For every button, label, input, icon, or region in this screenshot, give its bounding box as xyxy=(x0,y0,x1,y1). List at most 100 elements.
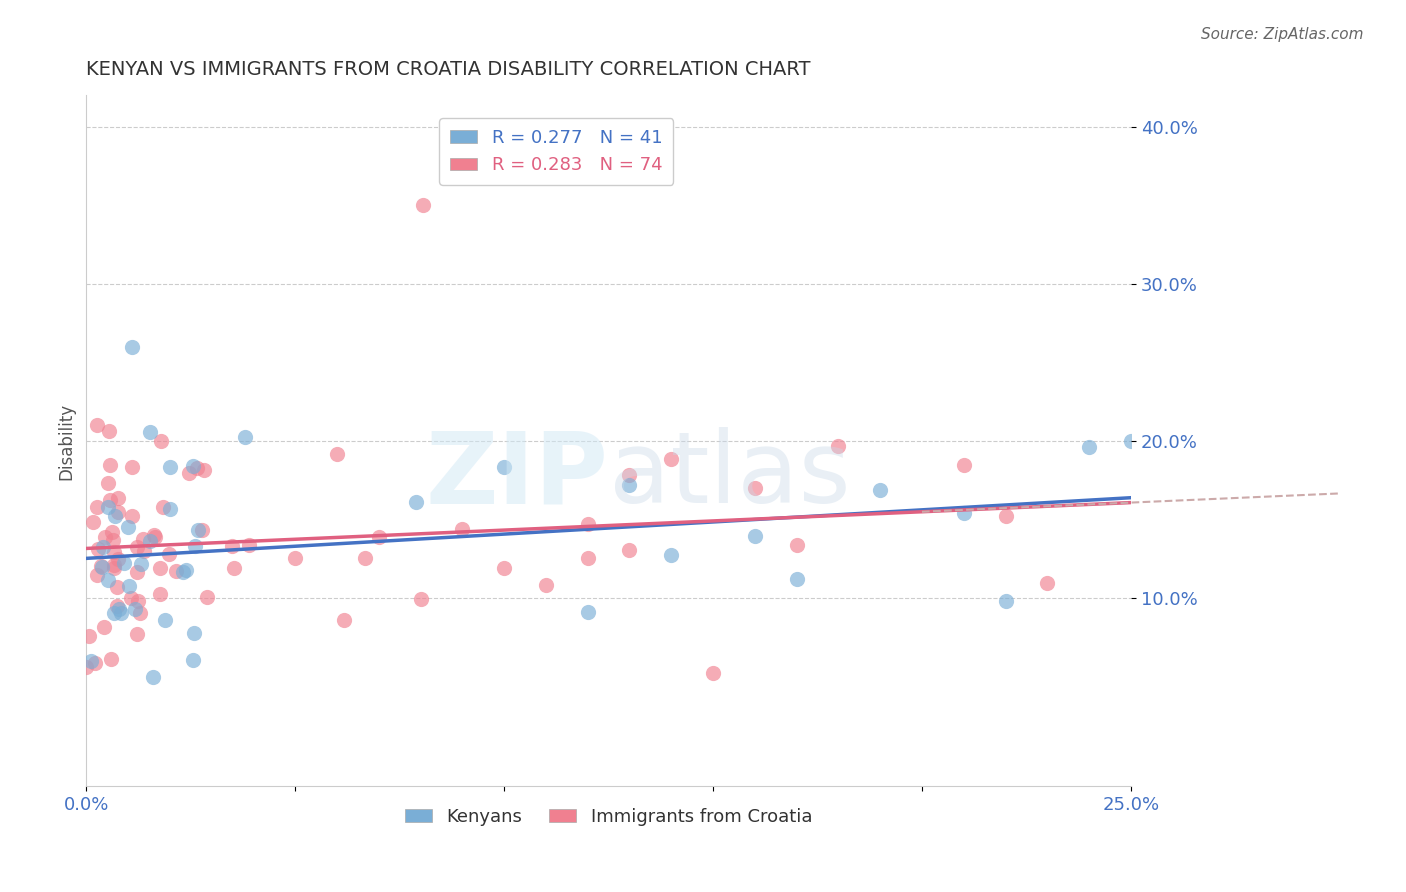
Point xyxy=(284,551,307,566)
Point xyxy=(84,657,107,671)
Point xyxy=(994,509,1017,524)
Point xyxy=(103,561,125,575)
Point xyxy=(107,551,129,566)
Point xyxy=(153,614,176,628)
Point xyxy=(1078,440,1101,454)
Point xyxy=(138,425,160,440)
Point xyxy=(80,654,103,668)
Point xyxy=(354,550,377,565)
Point xyxy=(112,557,135,571)
Point xyxy=(405,495,427,509)
Point xyxy=(97,475,120,490)
Point xyxy=(104,509,127,524)
Point xyxy=(576,605,599,619)
Point xyxy=(1036,576,1059,591)
Point xyxy=(87,542,110,557)
Point xyxy=(125,565,148,579)
Point xyxy=(97,573,120,587)
Point xyxy=(165,564,187,578)
Point xyxy=(409,591,432,606)
Point xyxy=(195,590,218,604)
Point xyxy=(121,508,143,523)
Point xyxy=(86,568,108,582)
Point xyxy=(142,669,165,683)
Point xyxy=(827,439,849,453)
Point xyxy=(138,534,160,549)
Point xyxy=(91,541,114,555)
Point xyxy=(105,580,128,594)
Point xyxy=(93,619,115,633)
Point xyxy=(127,593,149,607)
Point xyxy=(181,652,204,666)
Point xyxy=(121,340,143,354)
Point xyxy=(744,481,766,495)
Point xyxy=(659,548,682,562)
Point xyxy=(869,483,891,497)
Point xyxy=(619,467,641,482)
Point xyxy=(98,425,121,439)
Point xyxy=(107,505,129,519)
Point xyxy=(149,561,172,575)
Point xyxy=(98,458,121,472)
Point xyxy=(786,538,808,552)
Point xyxy=(193,463,215,477)
Point xyxy=(952,506,974,520)
Point xyxy=(91,559,114,574)
Point xyxy=(1119,434,1142,448)
Point xyxy=(179,467,201,481)
Text: atlas: atlas xyxy=(609,427,851,524)
Y-axis label: Disability: Disability xyxy=(58,402,75,480)
Point xyxy=(952,458,974,472)
Point xyxy=(494,460,516,475)
Point xyxy=(451,522,474,536)
Text: Source: ZipAtlas.com: Source: ZipAtlas.com xyxy=(1201,27,1364,42)
Point xyxy=(702,665,724,680)
Text: KENYAN VS IMMIGRANTS FROM CROATIA DISABILITY CORRELATION CHART: KENYAN VS IMMIGRANTS FROM CROATIA DISABI… xyxy=(86,60,811,78)
Point xyxy=(97,500,120,514)
Point xyxy=(494,560,516,574)
Point xyxy=(107,491,129,506)
Point xyxy=(132,544,155,558)
Point xyxy=(101,533,124,547)
Point xyxy=(129,557,152,571)
Point xyxy=(86,418,108,433)
Point xyxy=(786,573,808,587)
Text: ZIP: ZIP xyxy=(426,427,609,524)
Point xyxy=(121,460,143,475)
Point xyxy=(129,606,152,620)
Point xyxy=(149,434,172,448)
Point xyxy=(183,459,205,474)
Point xyxy=(118,579,141,593)
Point xyxy=(186,461,208,475)
Point xyxy=(105,599,128,613)
Point xyxy=(131,532,153,546)
Point xyxy=(77,630,100,644)
Point xyxy=(534,578,557,592)
Point xyxy=(412,198,434,212)
Point xyxy=(124,602,146,616)
Point xyxy=(576,551,599,566)
Point xyxy=(100,652,122,666)
Point xyxy=(103,558,125,572)
Point xyxy=(82,515,104,529)
Point xyxy=(191,523,214,537)
Point xyxy=(326,447,349,461)
Point xyxy=(367,530,389,544)
Point xyxy=(75,660,97,674)
Point xyxy=(90,558,112,573)
Point xyxy=(149,587,172,601)
Point xyxy=(143,527,166,541)
Point xyxy=(94,530,117,544)
Point xyxy=(125,541,148,555)
Point xyxy=(117,520,139,534)
Point xyxy=(86,500,108,514)
Point xyxy=(174,563,197,577)
Point xyxy=(238,538,260,552)
Point xyxy=(222,561,245,575)
Point xyxy=(659,452,682,467)
Point xyxy=(157,547,180,561)
Point xyxy=(108,602,131,616)
Point xyxy=(187,524,209,538)
Point xyxy=(233,430,256,444)
Point xyxy=(172,565,194,579)
